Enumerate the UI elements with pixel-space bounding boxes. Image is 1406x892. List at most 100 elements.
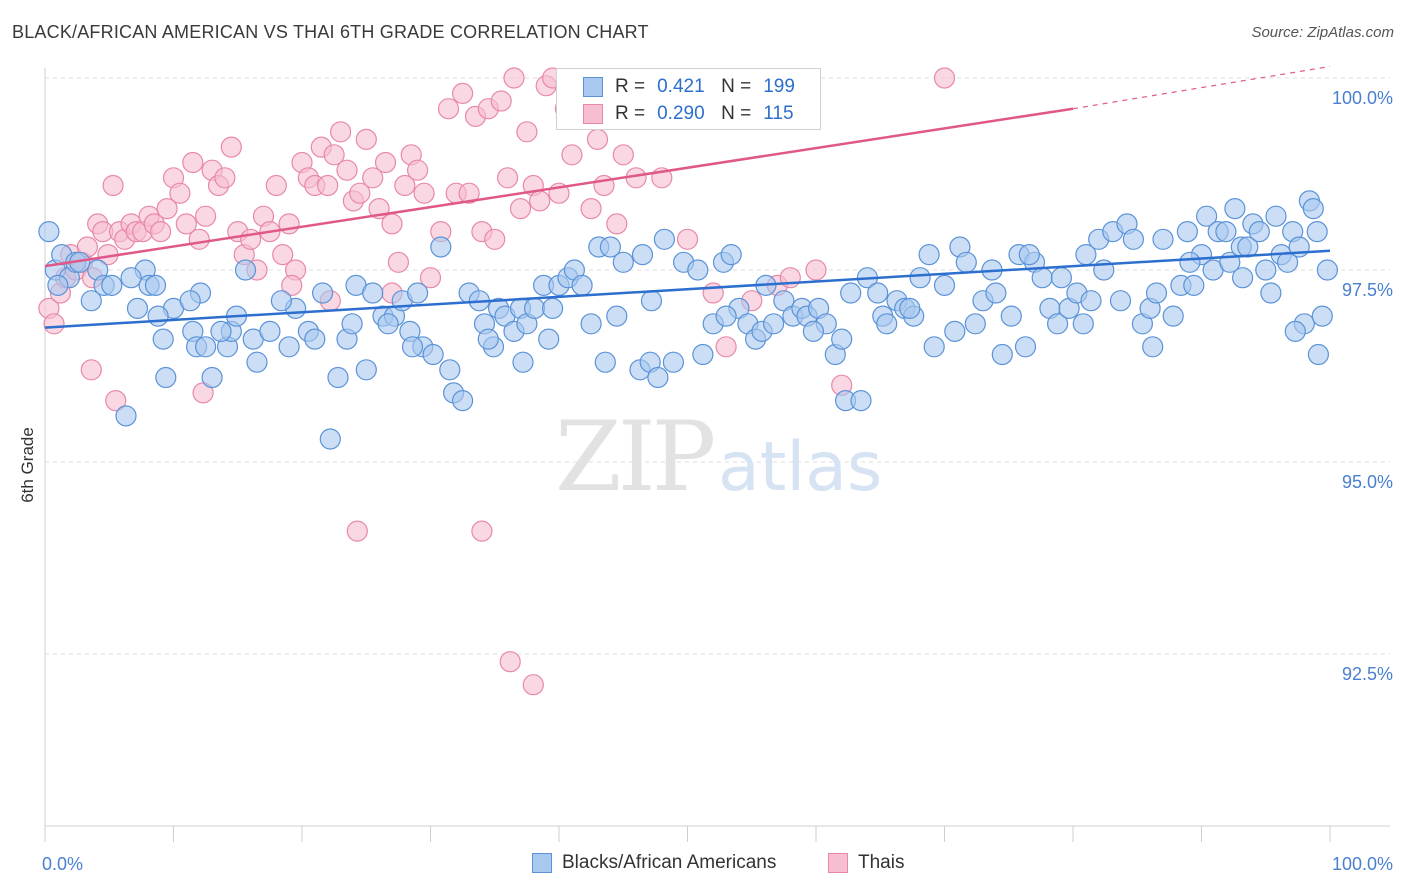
black-point bbox=[1306, 221, 1328, 243]
thai-point bbox=[933, 67, 956, 89]
y-tick-labels: 100.0% 97.5% 95.0% 92.5% bbox=[1332, 88, 1393, 684]
thai-point bbox=[43, 313, 65, 335]
trend-extension-thais bbox=[1072, 65, 1331, 110]
thai-point bbox=[317, 174, 339, 197]
black-point bbox=[1080, 290, 1102, 312]
black-point bbox=[1000, 305, 1022, 327]
thai-point bbox=[330, 121, 352, 143]
thai-point bbox=[105, 390, 127, 412]
black-point bbox=[179, 290, 201, 312]
thai-point bbox=[346, 520, 368, 542]
black-point bbox=[1215, 221, 1237, 243]
thai-point bbox=[355, 128, 377, 150]
black-point bbox=[1122, 228, 1145, 250]
black-point bbox=[523, 297, 546, 319]
stats-box: R = 0.421 N = 199 R = 0.290 N = 115 bbox=[556, 68, 821, 130]
stats-row-blue: R = 0.421 N = 199 bbox=[583, 75, 795, 99]
thai-point bbox=[499, 651, 521, 673]
black-point bbox=[1018, 244, 1040, 266]
black-point bbox=[538, 328, 560, 350]
legend-swatch-blue bbox=[532, 853, 552, 873]
black-point bbox=[687, 259, 709, 281]
thai-point bbox=[715, 336, 737, 358]
black-point bbox=[1265, 205, 1287, 227]
r-label: R = bbox=[615, 103, 646, 124]
black-point bbox=[599, 236, 622, 258]
n-value-blue: 199 bbox=[763, 76, 795, 97]
y-tick-label: 92.5% bbox=[1342, 664, 1393, 684]
black-point bbox=[1075, 244, 1097, 266]
black-point bbox=[606, 305, 628, 327]
watermark: ZIP atlas bbox=[555, 401, 882, 513]
black-point bbox=[80, 290, 102, 312]
black-point bbox=[1231, 267, 1254, 289]
black-point bbox=[101, 274, 123, 296]
black-point bbox=[955, 251, 977, 273]
black-point bbox=[401, 336, 424, 358]
black-point bbox=[1260, 282, 1282, 304]
black-point bbox=[120, 267, 142, 289]
black-point bbox=[422, 343, 444, 366]
black-point bbox=[612, 251, 634, 273]
black-point bbox=[512, 351, 534, 373]
black-point bbox=[327, 366, 349, 389]
black-point bbox=[1311, 305, 1333, 327]
trend-line-thais bbox=[44, 107, 1074, 268]
thai-point bbox=[503, 67, 525, 89]
black-point bbox=[831, 328, 853, 350]
black-point bbox=[692, 343, 714, 366]
thai-point bbox=[323, 144, 345, 166]
black-point bbox=[152, 328, 174, 350]
black-point bbox=[246, 351, 268, 373]
black-point bbox=[1142, 336, 1164, 358]
black-point bbox=[715, 305, 737, 327]
black-point bbox=[1050, 267, 1073, 289]
thai-point bbox=[606, 213, 628, 235]
black-point bbox=[580, 313, 602, 335]
black-point bbox=[631, 244, 654, 266]
black-point bbox=[377, 313, 399, 335]
n-label: N = bbox=[721, 76, 752, 97]
black-point bbox=[355, 359, 377, 381]
black-point bbox=[1109, 290, 1132, 312]
black-point bbox=[1307, 343, 1330, 366]
black-point bbox=[720, 244, 742, 266]
black-point bbox=[840, 282, 862, 304]
thai-point bbox=[522, 674, 544, 696]
black-point bbox=[933, 274, 956, 296]
black-point bbox=[985, 282, 1007, 304]
black-point bbox=[762, 313, 785, 335]
black-point bbox=[1302, 198, 1324, 220]
r-value-blue: 0.421 bbox=[657, 76, 705, 97]
thai-point bbox=[490, 90, 512, 112]
black-point bbox=[944, 320, 966, 342]
thais-points bbox=[38, 67, 956, 696]
black-point bbox=[201, 366, 223, 389]
black-point bbox=[210, 320, 232, 342]
black-point bbox=[594, 351, 616, 373]
black-point bbox=[1046, 313, 1069, 335]
legend-item-blacks: Blacks/African Americans bbox=[532, 852, 776, 874]
thai-point bbox=[169, 182, 191, 204]
y-tick-label: 100.0% bbox=[1332, 88, 1393, 108]
thai-point bbox=[336, 159, 358, 181]
thai-point bbox=[805, 259, 827, 281]
thai-point bbox=[80, 359, 102, 381]
black-point bbox=[341, 313, 363, 335]
blacks-points bbox=[38, 190, 1339, 450]
black-point bbox=[452, 390, 474, 412]
legend-item-thais: Thais bbox=[828, 852, 904, 874]
legend-label-thais: Thais bbox=[858, 852, 905, 873]
black-point bbox=[1031, 267, 1053, 289]
axes bbox=[44, 68, 1390, 842]
black-point bbox=[909, 267, 931, 289]
thai-point bbox=[561, 144, 583, 166]
pink-swatch bbox=[583, 104, 603, 124]
black-point bbox=[662, 351, 685, 373]
black-point bbox=[918, 244, 940, 266]
thai-point bbox=[497, 167, 519, 189]
black-point bbox=[234, 259, 257, 281]
thai-point bbox=[362, 167, 384, 189]
black-point bbox=[899, 297, 921, 319]
black-point bbox=[1316, 259, 1339, 281]
